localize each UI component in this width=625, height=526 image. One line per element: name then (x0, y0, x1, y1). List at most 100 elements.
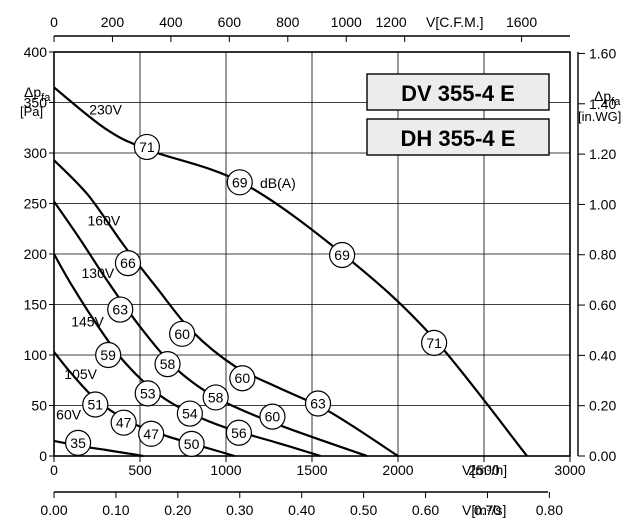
noise-marker-160V-0: 66 (114, 249, 142, 277)
noise-marker-160V-3: 63 (304, 390, 332, 417)
svg-text:Δpfa: Δpfa (24, 84, 51, 104)
noise-value: 50 (184, 436, 200, 452)
noise-value: 71 (139, 139, 155, 155)
y-left-tick-5: 250 (24, 196, 48, 212)
noise-marker-145V-2: 54 (176, 400, 203, 427)
noise-marker-105V-2: 47 (138, 420, 165, 447)
series-label-105V: 105V (64, 366, 97, 382)
noise-value: 47 (143, 426, 159, 442)
noise-marker-130V-0: 63 (107, 296, 134, 323)
x-top-tick-0: 0 (50, 14, 58, 30)
y-right-sub: fa (611, 96, 621, 108)
noise-value: 60 (265, 409, 281, 425)
noise-marker-130V-2: 58 (202, 384, 229, 411)
noise-markers: 71 69 69 71 66 60 60 63 63 58 58 60 59 53 54 56 51 47 47 50… (64, 133, 448, 457)
y-axis-right-title: Δpfa [in.WG] (578, 88, 621, 124)
x-bottom2-tick-2: 0.20 (164, 502, 191, 518)
y-axis-left-title: Δpfa [Pa] (20, 84, 51, 119)
x-axis-bottom-label: V[m³/h] (462, 462, 507, 478)
noise-value: 59 (100, 347, 116, 363)
series-label-130V: 130V (82, 265, 115, 281)
y-left-tick-3: 150 (24, 297, 48, 313)
noise-value: 53 (140, 385, 156, 401)
noise-marker-105V-0: 51 (82, 391, 109, 418)
y-left-tick-1: 50 (31, 398, 47, 414)
y-left-sub: fa (41, 92, 51, 104)
y-left-symbol: Δp (24, 84, 41, 100)
noise-value: 63 (310, 395, 326, 411)
x-axis-bottom-secondary: 0.00 0.10 0.20 0.30 0.40 0.50 0.60 0.70 0.80 (40, 491, 563, 518)
x-bottom-tick-1: 500 (128, 462, 152, 478)
series-label-230V: 230V (89, 102, 122, 118)
y-right-tick-4: 0.80 (589, 247, 616, 263)
x-top-tick-7: 1600 (506, 14, 537, 30)
noise-marker-130V-3: 60 (259, 403, 286, 430)
noise-value: 60 (174, 326, 190, 342)
x-bottom-tick-0: 0 (50, 462, 58, 478)
x-bottom2-tick-5: 0.50 (350, 502, 377, 518)
noise-value: 51 (87, 396, 103, 412)
noise-unit-label: dB(A) (260, 175, 296, 191)
noise-marker-230V-3: 71 (421, 329, 448, 356)
x-bottom2-tick-1: 0.10 (102, 502, 129, 518)
noise-value: 60 (235, 370, 251, 386)
y-axis-left: 0 50 100 150 200 250 300 350 400 (24, 44, 54, 464)
noise-marker-130V-1: 58 (154, 350, 181, 378)
y-right-tick-0: 0.00 (589, 448, 616, 464)
x-bottom2-tick-3: 0.30 (226, 502, 253, 518)
series-label-145V: 145V (71, 314, 104, 330)
noise-marker-145V-3: 56 (225, 419, 252, 446)
noise-marker-60V-0: 35 (64, 429, 92, 456)
x-bottom-tick-5: 2500 (468, 462, 499, 478)
x-top-tick-3: 600 (218, 14, 242, 30)
x-axis-top-label: V[C.F.M.] (426, 14, 484, 30)
model-badge-1-text: DV 355-4 E (401, 81, 515, 106)
noise-value: 58 (160, 356, 176, 372)
y-right-tick-2: 0.40 (589, 347, 616, 363)
x-bottom-tick-6: 3000 (554, 462, 585, 478)
x-bottom2-tick-0: 0.00 (40, 502, 67, 518)
noise-marker-230V-2: 69 (329, 241, 356, 269)
x-top-tick-2: 400 (159, 14, 183, 30)
noise-marker-105V-1: 47 (110, 409, 137, 436)
y-axis-right: 0.00 0.20 0.40 0.60 0.80 1.00 1.20 1.40 1.60 (577, 45, 616, 464)
noise-marker-145V-0: 59 (95, 341, 122, 369)
noise-marker-230V-0: 71 (133, 133, 160, 161)
noise-value: 71 (426, 335, 442, 351)
y-left-tick-4: 200 (24, 246, 48, 262)
x-top-tick-5: 1000 (331, 14, 362, 30)
x-axis-top: 0 200 400 600 800 1000 1200 1600 (50, 14, 570, 42)
x-bottom2-tick-8: 0.80 (536, 502, 563, 518)
y-right-tick-5: 1.00 (589, 196, 616, 212)
x-top-tick-4: 800 (276, 14, 300, 30)
x-bottom-tick-3: 1500 (296, 462, 327, 478)
x-bottom2-tick-7: 0.70 (474, 502, 501, 518)
x-axis-bottom2-label: V[m³/s] (462, 502, 506, 518)
y-right-symbol: Δp (594, 88, 611, 104)
x-bottom-tick-4: 2000 (382, 462, 413, 478)
y-left-tick-2: 100 (24, 347, 48, 363)
noise-marker-160V-2: 60 (229, 365, 256, 392)
noise-value: 63 (112, 302, 128, 318)
noise-marker-105V-3: 50 (178, 430, 205, 457)
y-left-tick-6: 300 (24, 145, 48, 161)
series-label-60V: 60V (56, 407, 82, 423)
x-axis-bottom: 0 500 1000 1500 2000 2500 3000 (50, 456, 586, 478)
noise-value: 69 (334, 247, 350, 263)
y-left-tick-8: 400 (24, 44, 48, 60)
y-right-tick-8: 1.60 (589, 45, 616, 61)
y-right-tick-7: 1.40 (589, 96, 616, 112)
y-right-tick-3: 0.60 (589, 297, 616, 313)
model-badge-2: DH 355-4 E (366, 118, 550, 156)
x-bottom2-tick-6: 0.60 (412, 502, 439, 518)
noise-marker-160V-1: 60 (169, 320, 196, 347)
svg-text:Δpfa: Δpfa (594, 88, 621, 108)
noise-marker-230V-1: 69 (226, 169, 253, 196)
noise-value: 35 (70, 435, 86, 451)
noise-value: 66 (120, 255, 136, 271)
y-left-tick-7: 350 (24, 95, 48, 111)
y-right-unit: [in.WG] (578, 109, 621, 124)
noise-value: 58 (208, 389, 224, 405)
x-bottom2-tick-4: 0.40 (288, 502, 315, 518)
y-left-tick-0: 0 (39, 448, 47, 464)
